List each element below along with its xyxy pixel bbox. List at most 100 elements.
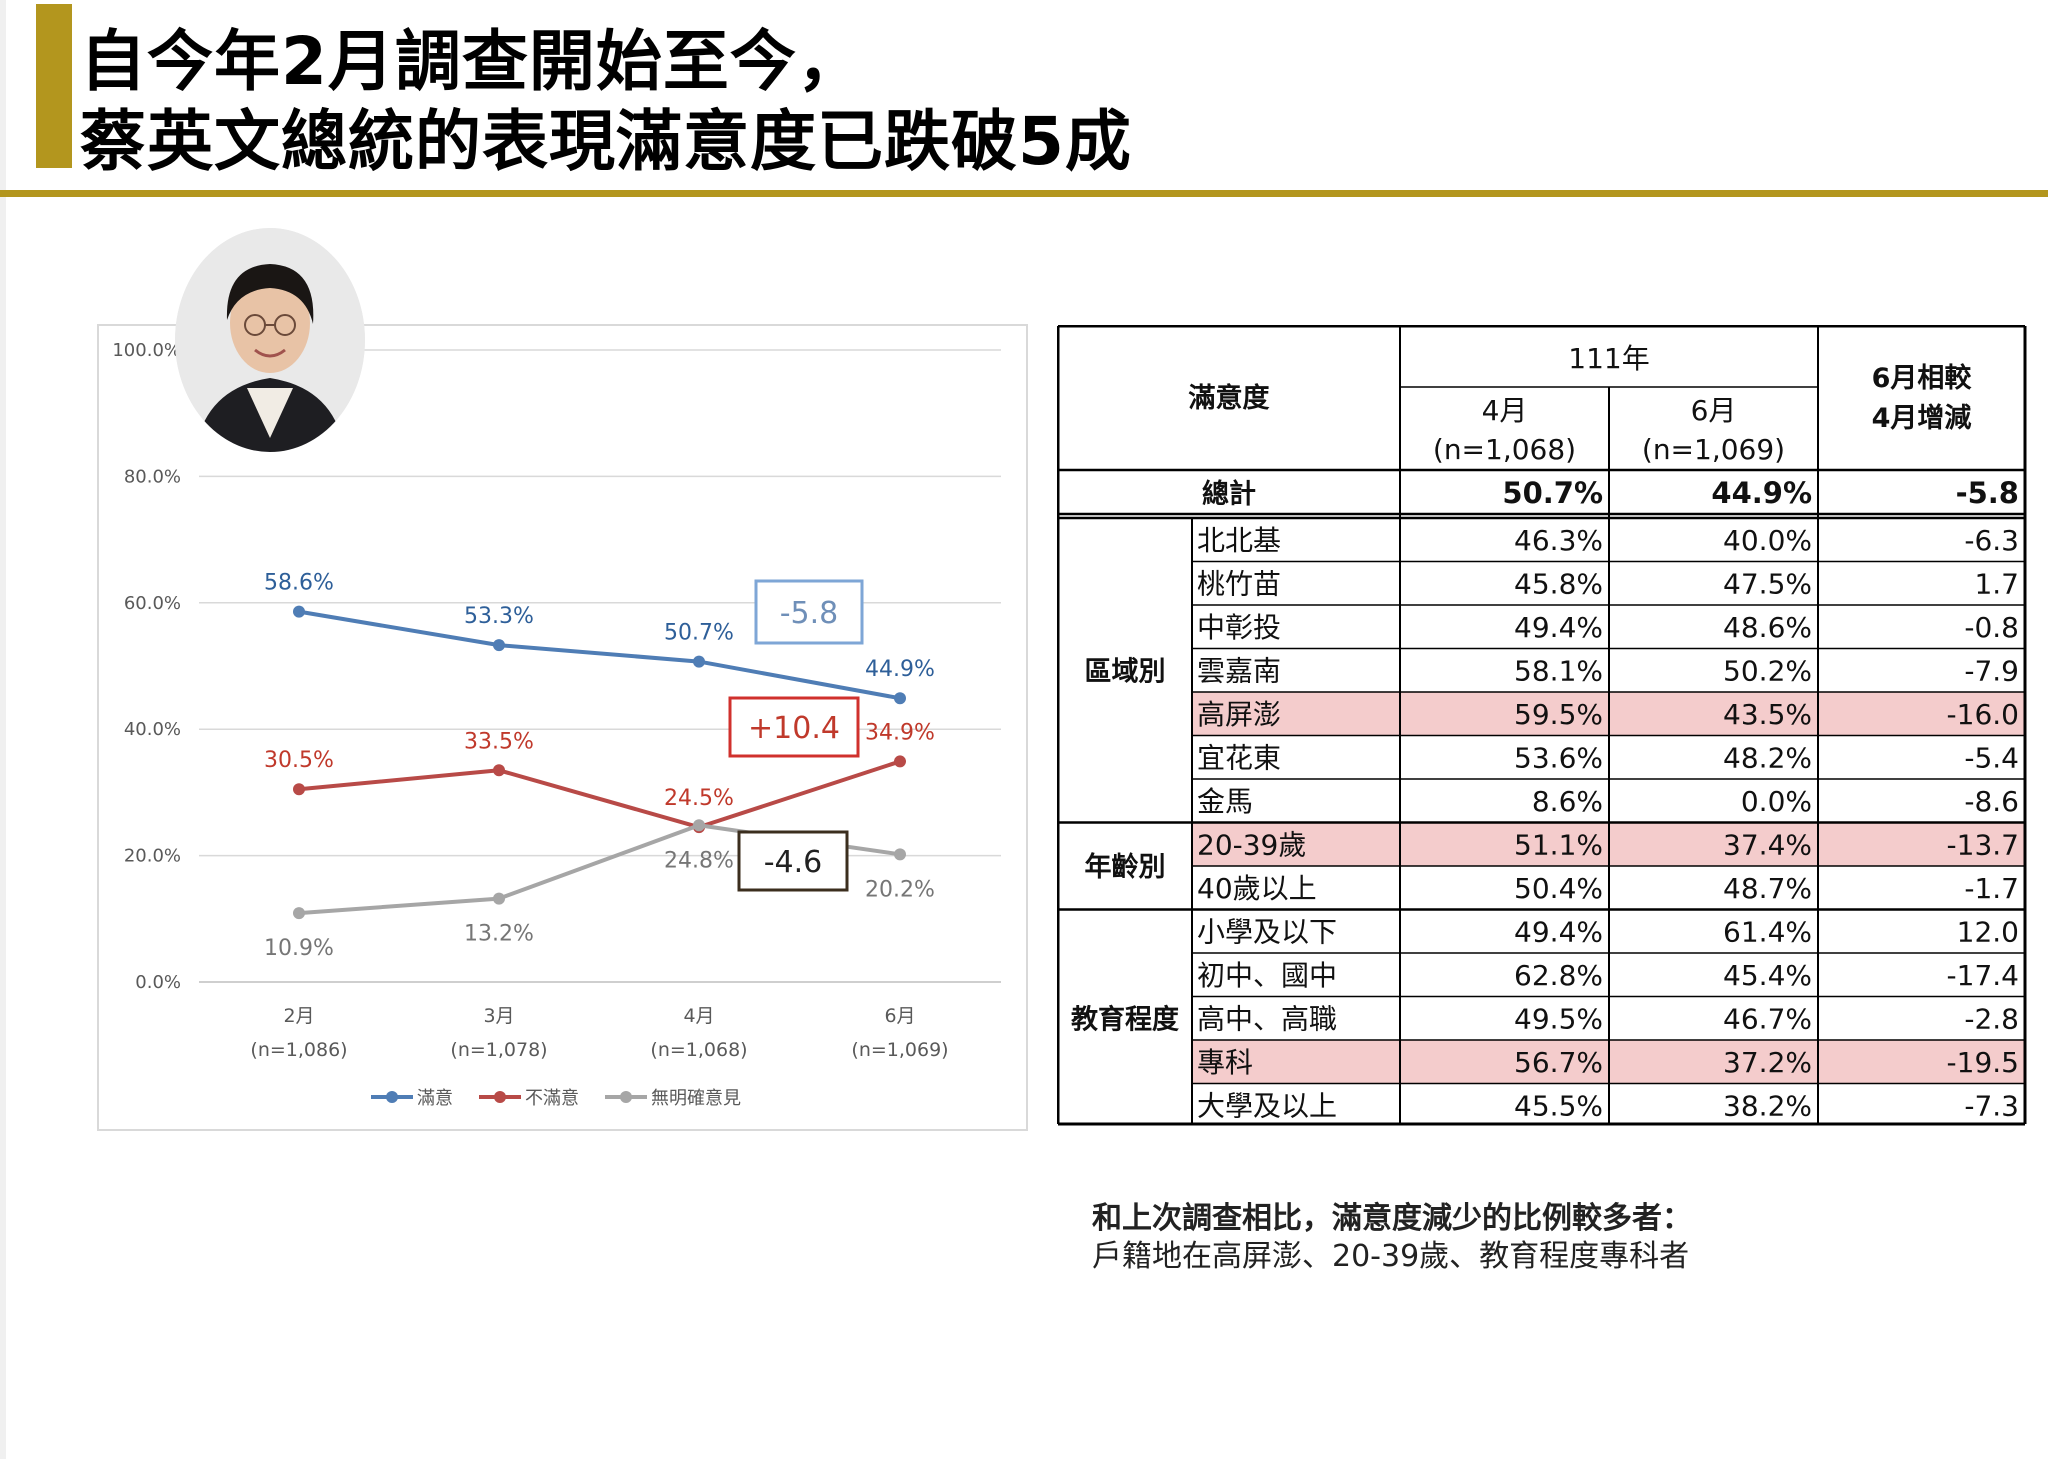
cell-jun: 47.5%: [1723, 568, 1812, 601]
cell-diff: 12.0: [1957, 916, 2019, 949]
row-label: 雲嘉南: [1197, 655, 1281, 688]
data-point: [293, 605, 305, 618]
total-jun: 44.9%: [1711, 476, 1812, 510]
row-label: 20-39歲: [1197, 829, 1306, 862]
cell-apr: 46.3%: [1514, 524, 1603, 557]
cell-diff: -0.8: [1964, 611, 2019, 644]
summary-note-line-1: 和上次調查相比，滿意度減少的比例較多者：: [1092, 1201, 1692, 1236]
cell-apr: 59.5%: [1514, 698, 1603, 731]
data-label: 10.9%: [264, 936, 334, 961]
cell-apr: 51.1%: [1514, 829, 1603, 862]
data-label: 24.8%: [664, 848, 734, 873]
total-diff: -5.8: [1956, 476, 2019, 510]
cell-diff: -19.5: [1947, 1046, 2019, 1079]
data-point: [894, 692, 906, 705]
y-tick-label: 20.0%: [124, 846, 181, 867]
header-jun-n: (n=1,069): [1642, 433, 1785, 466]
president-portrait: [175, 228, 365, 452]
header-change-2: 4月增減: [1872, 402, 1972, 434]
cell-diff: 1.7: [1974, 568, 2019, 601]
data-label: 50.7%: [664, 621, 734, 646]
row-label: 高中、高職: [1197, 1003, 1337, 1036]
cell-diff: -1.7: [1964, 872, 2019, 905]
cell-jun: 48.6%: [1723, 611, 1812, 644]
cell-apr: 49.4%: [1514, 916, 1603, 949]
data-point: [894, 755, 906, 768]
total-label: 總計: [1202, 478, 1256, 510]
left-edge-shadow: [0, 0, 6, 1459]
y-tick-label: 60.0%: [124, 593, 181, 614]
row-label: 初中、國中: [1197, 959, 1337, 992]
cell-diff: -2.8: [1964, 1003, 2019, 1036]
slide-title: 自今年2月調查開始至今， 蔡英文總統的表現滿意度已跌破5成: [80, 22, 1132, 182]
header-jun: 6月: [1691, 394, 1737, 427]
annotation-label: +10.4: [748, 711, 840, 746]
cell-jun: 0.0%: [1741, 785, 1812, 818]
data-point: [894, 848, 906, 861]
annotation-box: [754, 579, 864, 645]
data-label: 33.5%: [464, 729, 534, 754]
row-label: 宜花東: [1197, 742, 1281, 775]
legend-marker: [494, 1091, 506, 1103]
data-label: 20.2%: [865, 877, 935, 902]
cell-diff: -7.3: [1964, 1090, 2019, 1123]
line-chart: 0.0% 20.0% 40.0% 60.0% 80.0% 100.0% 2月 (n=1,086…: [112, 340, 1001, 1109]
data-label: 30.5%: [264, 748, 334, 773]
legend-label: 滿意: [417, 1088, 453, 1109]
cell-jun: 50.2%: [1723, 655, 1812, 688]
row-label: 北北基: [1197, 524, 1281, 557]
data-label: 34.9%: [865, 720, 935, 745]
legend-label: 不滿意: [525, 1088, 579, 1109]
y-tick-label: 100.0%: [112, 340, 181, 361]
cell-diff: -13.7: [1947, 829, 2019, 862]
cell-apr: 56.7%: [1514, 1046, 1603, 1079]
data-label: 44.9%: [865, 657, 935, 682]
cell-apr: 45.8%: [1514, 568, 1603, 601]
x-tick-label: 3月: [483, 1005, 514, 1027]
y-tick-label: 80.0%: [124, 466, 181, 487]
data-point: [693, 655, 705, 668]
legend-marker: [386, 1091, 398, 1103]
data-label: 58.6%: [264, 571, 334, 596]
data-label: 13.2%: [464, 922, 534, 947]
group-label: 年齡別: [1085, 851, 1166, 883]
cell-diff: -5.4: [1964, 742, 2019, 775]
annotation-box: [728, 696, 860, 758]
cell-apr: 49.4%: [1514, 611, 1603, 644]
cell-jun: 37.4%: [1723, 829, 1812, 862]
data-point: [293, 907, 305, 920]
data-point: [693, 819, 705, 832]
data-label: 53.3%: [464, 604, 534, 629]
row-label: 高屏澎: [1197, 698, 1281, 731]
group-label: 區域別: [1085, 656, 1166, 687]
group-label: 教育程度: [1071, 1003, 1179, 1035]
x-tick-sublabel: (n=1,086): [250, 1039, 347, 1061]
x-tick-sublabel: (n=1,069): [851, 1039, 948, 1061]
cell-jun: 48.2%: [1723, 742, 1812, 775]
cell-diff: -7.9: [1964, 655, 2019, 688]
cell-diff: -6.3: [1964, 524, 2019, 557]
data-point: [293, 783, 305, 796]
legend-marker: [620, 1091, 632, 1103]
data-point: [493, 892, 505, 905]
cell-jun: 43.5%: [1723, 698, 1812, 731]
line-chart-panel: 0.0% 20.0% 40.0% 60.0% 80.0% 100.0% 2月 (n=1,086…: [97, 324, 1028, 1131]
satisfaction-table: 滿意度 111年 4月 (n=1,068) 6月 (n=1,069) 6月相較 4月增減 總計 5…: [1057, 325, 2027, 1126]
x-tick-sublabel: (n=1,068): [650, 1039, 747, 1061]
data-label: 24.5%: [664, 786, 734, 811]
cell-apr: 58.1%: [1514, 655, 1603, 688]
header-change-1: 6月相較: [1872, 362, 1973, 394]
annotation-box: [737, 830, 849, 892]
cell-jun: 46.7%: [1723, 1003, 1812, 1036]
row-label: 金馬: [1197, 785, 1253, 818]
header-metric: 滿意度: [1189, 382, 1270, 414]
series-line-1: [298, 609, 901, 701]
cell-jun: 40.0%: [1723, 524, 1812, 557]
y-tick-label: 40.0%: [124, 719, 181, 740]
cell-diff: -16.0: [1947, 698, 2019, 731]
row-label: 小學及以下: [1197, 916, 1337, 949]
summary-note-line-2: 戶籍地在高屏澎、20-39歲、教育程度專科者: [1092, 1239, 1690, 1274]
portrait-icon: [175, 228, 365, 452]
